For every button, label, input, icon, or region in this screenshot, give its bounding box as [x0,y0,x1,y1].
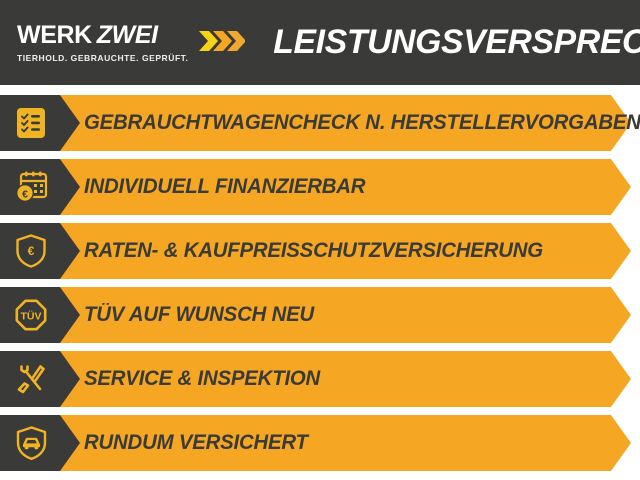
list-item[interactable]: RUNDUM VERSICHERT [0,415,640,471]
row-background [0,351,631,407]
list-item[interactable]: GEBRAUCHTWAGENCHECK N. HERSTELLERVORGABE… [0,95,640,151]
list-item-label: RATEN- & KAUFPREISSCHUTZVERSICHERUNG [84,239,543,262]
row-background [0,95,631,151]
brand-logo[interactable]: WERK ZWEI TIERHOLD. GEBRAUCHTE. GEPRÜFT. [17,20,246,63]
shield-euro-icon: € [14,233,48,269]
list-item[interactable]: € RATEN- & KAUFPREISSCHUTZVERSICHERUNG [0,223,640,279]
tuv-badge-icon: TÜV [14,297,48,333]
row-background [0,287,631,343]
row-background [0,415,631,471]
list-item-label: GEBRAUCHTWAGENCHECK N. HERSTELLERVORGABE… [84,111,640,134]
page-title: LEISTUNGSVERSPRECHEN [273,23,640,61]
list-item[interactable]: TÜV TÜV AUF WUNSCH NEU [0,287,640,343]
shield-car-icon [14,425,48,461]
checklist-icon [14,105,48,141]
list-item-label: RUNDUM VERSICHERT [84,431,308,454]
list-item-label: SERVICE & INSPEKTION [84,367,321,390]
triple-chevron-right-icon [197,26,246,56]
svg-text:€: € [28,244,35,258]
calendar-euro-icon: € [14,169,48,205]
list-item-label: INDIVIDUELL FINANZIERBAR [84,175,366,198]
row-background [0,159,631,215]
list-item[interactable]: SERVICE & INSPEKTION [0,351,640,407]
logo-tagline: TIERHOLD. GEBRAUCHTE. GEPRÜFT. [17,52,189,63]
logo-word-werk: WERK [17,20,92,49]
list-item-label: TÜV AUF WUNSCH NEU [84,303,315,326]
row-background [0,223,631,279]
logo-word-zwei: ZWEI [96,20,158,49]
logo-wordmark: WERK ZWEI TIERHOLD. GEBRAUCHTE. GEPRÜFT. [17,20,189,63]
svg-text:€: € [22,188,28,200]
promises-list: GEBRAUCHTWAGENCHECK N. HERSTELLERVORGABE… [0,95,640,479]
row-icon-panel [0,351,80,407]
logo-name: WERK ZWEI [17,20,188,49]
list-item[interactable]: € INDIVIDUELL FINANZIERBAR [0,159,640,215]
wrench-screwdriver-icon [14,361,48,397]
page-header: WERK ZWEI TIERHOLD. GEBRAUCHTE. GEPRÜFT. … [0,0,640,85]
row-icon-panel [0,415,80,471]
svg-text:TÜV: TÜV [21,310,42,323]
row-icon-panel: TÜV [0,287,80,343]
